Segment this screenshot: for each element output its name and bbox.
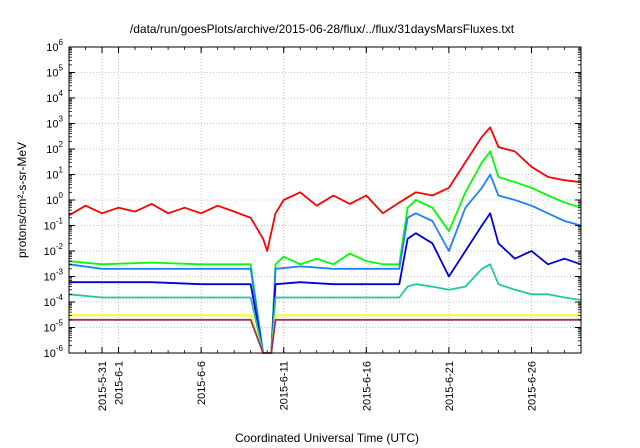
y-axis-label: protons/cm²-s-sr-MeV (15, 142, 29, 258)
axis-ticks (68, 46, 582, 354)
y-tick-label: 101 (46, 166, 63, 182)
x-tick-label: 2015-6-11 (279, 361, 291, 410)
y-tick-label: 100 (46, 191, 63, 207)
series-line-7 (69, 318, 581, 354)
y-tick-label: 106 (46, 38, 63, 54)
x-tick-labels: 2015-5-31 2015-6-1 2015-6-6 2015-6-11 2015-6… (97, 361, 538, 411)
x-tick-label: 2015-6-21 (444, 361, 456, 411)
y-tick-label: 10-3 (44, 268, 64, 284)
y-tick-label: 105 (46, 64, 63, 80)
x-tick-label: 2015-6-6 (196, 361, 208, 405)
series-line-2 (68, 150, 582, 354)
y-tick-label: 103 (46, 115, 63, 131)
series-line-5 (68, 263, 582, 354)
y-tick-label: 10-4 (44, 293, 64, 309)
x-axis-label: Coordinated Universal Time (UTC) (235, 431, 419, 445)
grid-lines (69, 47, 581, 353)
y-tick-labels: 10-6 10-5 10-4 10-3 10-2 10-1 100 101 102 103 104 1… (44, 38, 64, 360)
y-tick-label: 10-6 (44, 344, 64, 360)
x-tick-label: 2015-5-31 (97, 361, 109, 411)
y-tick-label: 10-2 (44, 242, 64, 258)
series-line-4 (69, 212, 582, 354)
x-tick-label: 2015-6-26 (526, 361, 538, 411)
series-group (68, 126, 582, 354)
x-tick-label: 2015-6-16 (361, 361, 373, 411)
series-line-6 (69, 314, 581, 354)
series-line-3 (68, 173, 582, 354)
series-line-1 (68, 126, 582, 252)
y-tick-label: 104 (46, 89, 63, 105)
y-tick-label: 10-1 (44, 217, 64, 233)
y-tick-label: 10-5 (44, 319, 64, 335)
chart-title: /data/run/goesPlots/archive/2015-06-28/f… (130, 22, 515, 36)
x-tick-label: 2015-6-1 (114, 361, 126, 405)
y-tick-label: 102 (46, 140, 63, 156)
